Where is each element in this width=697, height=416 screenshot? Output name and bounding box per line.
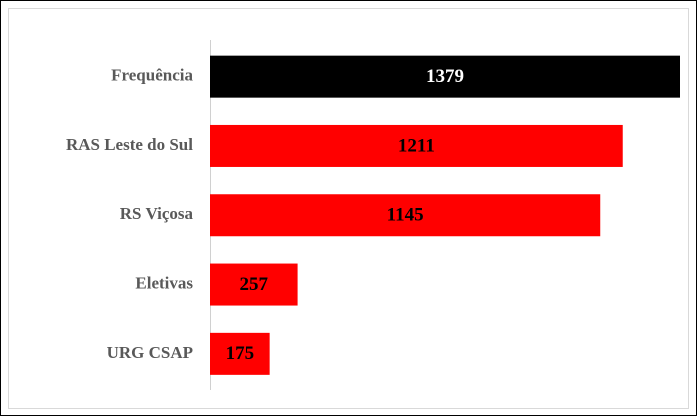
bar [210,55,680,98]
category-label: URG CSAP [107,343,193,362]
category-label: Frequência [111,66,193,85]
category-label: Eletivas [135,273,193,292]
value-label: 1379 [426,66,464,87]
category-label: RS Viçosa [120,204,194,223]
plot-frame [8,8,689,409]
value-label: 257 [240,274,269,295]
bar [210,263,298,306]
category-label: RAS Leste do Sul [66,135,193,154]
bar [210,332,270,375]
value-label: 1145 [387,205,424,226]
value-label: 175 [226,343,255,364]
value-label: 1211 [398,135,435,156]
bar [210,124,623,167]
bar [210,194,601,237]
